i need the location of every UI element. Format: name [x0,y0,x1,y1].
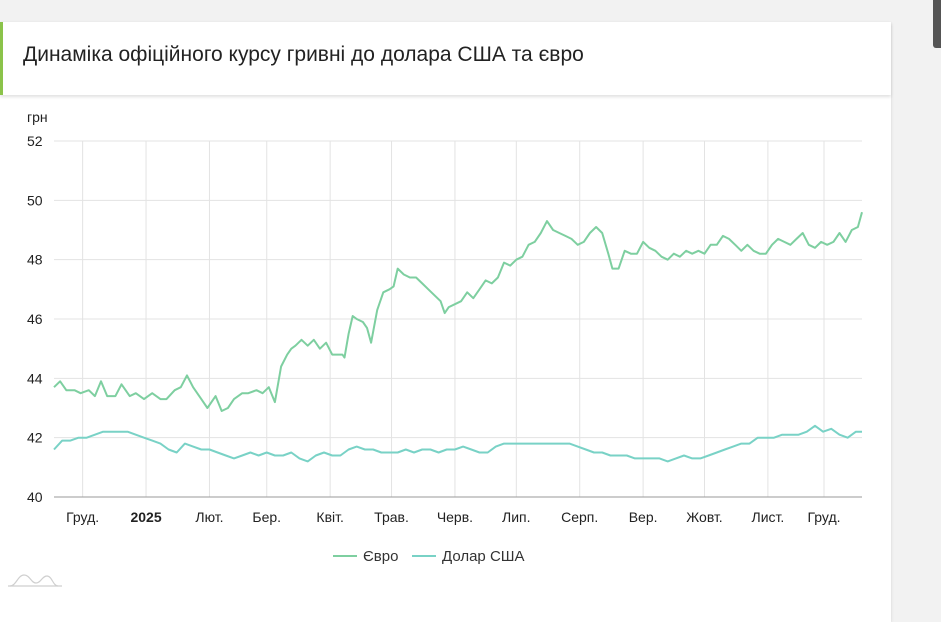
y-tick-label: 52 [27,133,43,149]
x-axis-ticks: Груд. 2025 Лют. Бер. Квіт. Трав. Черв. Лип. Серп… [66,509,840,525]
y-tick-label: 48 [27,252,43,268]
card-header: Динаміка офіційного курсу гривні до дола… [0,22,891,95]
x-tick-label: Лют. [195,509,223,525]
x-tick-label: Черв. [437,509,473,525]
x-tick-label: Бер. [252,509,281,525]
x-tick-label: 2025 [130,509,161,525]
x-tick-label: Груд. [807,509,840,525]
legend-label-usd: Долар США [442,548,525,565]
y-tick-label: 42 [27,430,43,446]
x-tick-label: Лип. [502,509,530,525]
y-tick-label: 44 [27,370,43,386]
series-line-usd [53,424,862,463]
chart-card: Динаміка офіційного курсу гривні до дола… [0,22,891,622]
series-line-eur [53,211,863,412]
y-tick-label: 46 [27,311,43,327]
x-tick-label: Груд. [66,509,99,525]
y-axis-label: грн [27,109,48,125]
x-tick-label: Жовт. [686,509,722,525]
chart-lines [53,211,863,463]
chart-logo-icon [8,574,62,587]
x-tick-label: Вер. [629,509,658,525]
y-tick-label: 40 [27,489,43,505]
x-tick-label: Трав. [374,509,409,525]
y-axis-ticks: 40 42 44 46 48 50 52 [27,133,43,505]
scrollbar-thumb[interactable] [933,0,941,48]
legend-label-eur: Євро [363,548,398,565]
chart-title: Динаміка офіційного курсу гривні до дола… [23,43,584,66]
x-tick-label: Квіт. [316,509,343,525]
chart-grid [54,140,862,498]
x-tick-label: Лист. [752,509,785,525]
chart-legend: Євро Долар США [333,548,525,565]
y-tick-label: 50 [27,192,43,208]
x-tick-label: Серп. [561,509,598,525]
